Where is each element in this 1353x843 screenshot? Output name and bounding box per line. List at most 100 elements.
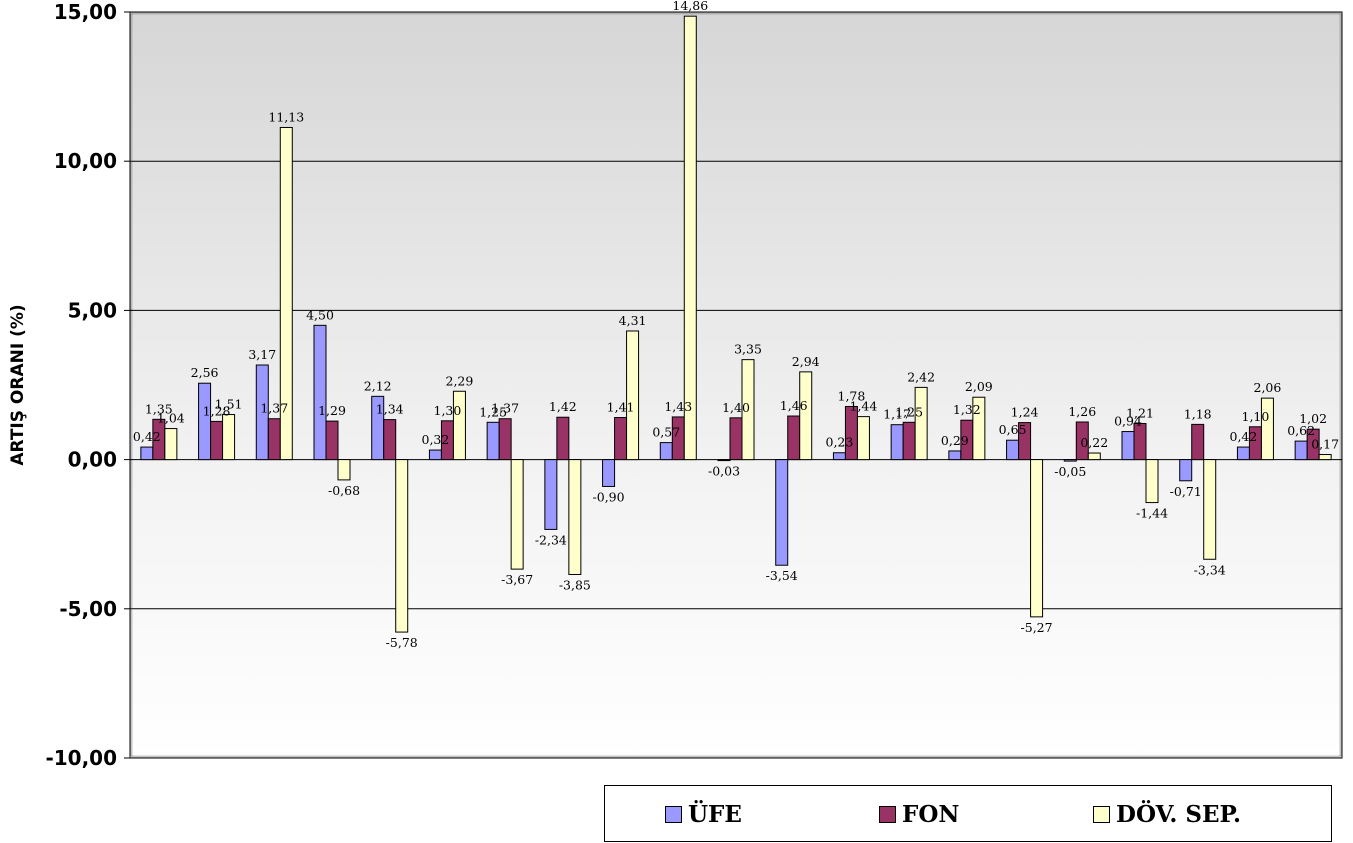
data-label-fon: 1,37 <box>260 401 288 416</box>
y-tick-label: 0,00 <box>68 448 117 472</box>
data-label-ufe: 2,12 <box>364 378 392 393</box>
bar-ufe <box>602 459 616 487</box>
data-label-dov-sep: -5,78 <box>386 635 418 650</box>
bar-ufe <box>1121 431 1135 461</box>
legend-label-ufe: ÜFE <box>688 800 742 828</box>
data-label-fon: 1,43 <box>664 399 692 414</box>
bar-dov-sep <box>452 390 466 461</box>
data-label-dov-sep: 2,06 <box>1254 380 1282 395</box>
data-label-fon: 1,42 <box>549 399 577 414</box>
legend: ÜFE FON DÖV. SEP. <box>604 785 1332 842</box>
bar-ufe <box>255 364 269 461</box>
bar-dov-sep <box>856 416 870 461</box>
data-label-fon: 1,37 <box>491 401 519 416</box>
data-label-dov-sep: -5,27 <box>1021 620 1053 635</box>
plot-border <box>130 12 1342 758</box>
legend-swatch-dov-sep <box>1093 805 1110 823</box>
bar-ufe <box>1063 459 1077 462</box>
bar-fon <box>325 420 339 461</box>
data-label-dov-sep: 4,31 <box>619 313 647 328</box>
data-label-dov-sep: 1,44 <box>850 399 878 414</box>
data-label-ufe: 0,32 <box>422 432 450 447</box>
data-label-dov-sep: -3,67 <box>501 572 533 587</box>
data-label-fon: 1,10 <box>1242 409 1270 424</box>
data-label-dov-sep: 14,86 <box>672 0 708 13</box>
bar-ufe <box>775 459 789 566</box>
data-label-fon: 1,28 <box>203 403 231 418</box>
data-label-ufe: 0,23 <box>826 435 854 450</box>
y-axis-label: ARTIŞ ORANI (%) <box>8 304 28 465</box>
bar-fon <box>1018 422 1032 461</box>
data-label-dov-sep: 0,22 <box>1080 435 1108 450</box>
y-axis: 15,00 10,00 5,00 0,00 -5,00 -10,00 <box>45 0 130 770</box>
bar-ufe <box>717 459 731 462</box>
bar-fon <box>1191 423 1205 461</box>
bar-fon <box>844 405 858 461</box>
data-label-ufe: -3,54 <box>766 568 798 583</box>
bar-fon <box>614 417 628 461</box>
data-label-fon: 1,34 <box>376 402 404 417</box>
y-tick-label: -10,00 <box>45 746 117 770</box>
bar-dov-sep <box>1087 452 1101 461</box>
bar-dov-sep <box>626 330 640 461</box>
legend-item-ufe: ÜFE <box>665 800 742 828</box>
bar-dov-sep <box>799 371 813 461</box>
data-label-dov-sep: 3,35 <box>734 342 762 357</box>
data-label-dov-sep: 1,04 <box>157 411 185 426</box>
bar-fon <box>729 417 743 461</box>
bar-dov-sep <box>164 428 178 461</box>
data-label-fon: 1,02 <box>1299 411 1327 426</box>
data-label-ufe: 0,42 <box>133 429 161 444</box>
data-label-dov-sep: -1,44 <box>1136 506 1168 521</box>
data-label-fon: 1,41 <box>607 400 635 415</box>
y-tick-label: 5,00 <box>68 298 117 322</box>
bar-dov-sep <box>1260 397 1274 461</box>
data-label-ufe: -0,03 <box>708 463 740 478</box>
y-tick-label: 15,00 <box>54 0 117 24</box>
bar-ufe <box>313 324 327 461</box>
data-label-dov-sep: 2,42 <box>907 369 935 384</box>
bar-dov-sep <box>1203 459 1217 560</box>
bar-ufe <box>140 446 154 461</box>
data-label-dov-sep: 1,51 <box>215 397 243 412</box>
data-label-fon: 1,78 <box>838 388 866 403</box>
data-label-fon: 1,46 <box>780 398 808 413</box>
data-label-fon: 1,26 <box>1068 404 1096 419</box>
data-label-fon: 1,35 <box>145 401 173 416</box>
bar-ufe <box>428 449 442 461</box>
bar-dov-sep <box>1030 459 1044 618</box>
legend-label-dov-sep: DÖV. SEP. <box>1116 800 1242 828</box>
data-label-ufe: 0,29 <box>941 433 969 448</box>
bar-ufe <box>486 421 500 461</box>
bar-dov-sep <box>279 126 293 461</box>
legend-swatch-fon <box>879 805 896 823</box>
legend-item-dov-sep: DÖV. SEP. <box>1093 800 1241 828</box>
bar-dov-sep <box>741 359 755 461</box>
bar-ufe <box>1179 459 1193 482</box>
bar-chart: 0,42 1,351,04 2,56 1,281,51 3,17 1,37 11,13 4,5… <box>8 0 1343 770</box>
bar-ufe <box>948 450 962 461</box>
data-label-fon: 1,18 <box>1184 406 1212 421</box>
bar-ufe <box>198 382 212 461</box>
data-label-ufe: 4,50 <box>306 307 334 322</box>
bar-dov-sep <box>1145 459 1159 504</box>
data-labels: 0,42 1,351,04 2,56 1,281,51 3,17 1,37 11,13 4,5… <box>133 0 1339 650</box>
bar-dov-sep <box>568 459 582 575</box>
bar-ufe <box>832 452 846 461</box>
data-label-ufe: -2,34 <box>535 532 567 547</box>
bar-dov-sep <box>510 459 524 570</box>
data-label-ufe: 0,62 <box>1287 423 1315 438</box>
data-label-ufe: 1,17 <box>883 407 911 422</box>
bar-fon <box>1075 421 1089 461</box>
bar-ufe <box>544 459 558 530</box>
bars <box>140 15 1332 633</box>
bar-ufe <box>1236 446 1250 461</box>
bar-dov-sep <box>395 459 409 633</box>
data-label-ufe: 0,57 <box>652 425 680 440</box>
bar-fon <box>902 421 916 461</box>
bar-fon <box>1133 422 1147 461</box>
bar-fon <box>498 418 512 461</box>
data-label-ufe: 1,25 <box>479 404 507 419</box>
data-label-ufe: 3,17 <box>248 347 276 362</box>
legend-label-fon: FON <box>902 800 960 828</box>
